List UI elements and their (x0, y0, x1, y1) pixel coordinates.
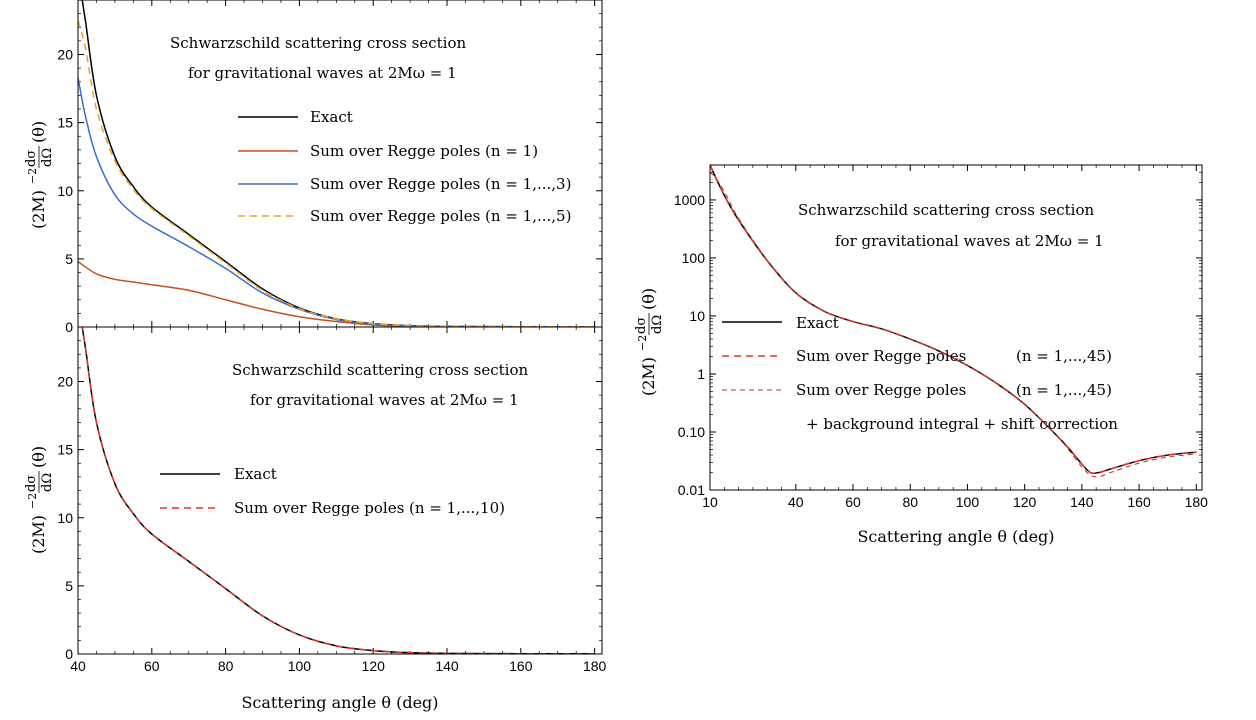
y-axis-label-right: (2M) −2 dσ dΩ (θ) (634, 288, 665, 396)
annotation-line-1: Schwarzschild scattering cross section (232, 361, 528, 379)
y-tick-label: 1 (697, 366, 705, 382)
y-tick-label: 0 (65, 646, 73, 662)
x-axis-label-right: Scattering angle θ (deg) (857, 527, 1054, 546)
y-tick-label: 15 (57, 115, 73, 131)
ylabel-exp: −2 (26, 168, 39, 184)
x-tick-label: 180 (583, 658, 607, 674)
ylabel-suffix: (θ) (29, 121, 48, 143)
series-line-3 (78, 20, 595, 327)
ylabel-num: dσ (24, 150, 39, 167)
frame-bottom-left (77, 326, 603, 655)
ylabel-den: dΩ (650, 315, 665, 334)
curves-right (710, 165, 1197, 478)
y-tick-label: 5 (65, 578, 73, 594)
ylabel-exp: −2 (636, 335, 649, 351)
x-tick-label: 120 (362, 658, 386, 674)
legend-top-left: Exact Sum over Regge poles (n = 1) Sum o… (238, 108, 571, 225)
ylabel-num: dσ (24, 475, 39, 492)
legend-label-n3: Sum over Regge poles (n = 1,...,3) (310, 175, 571, 193)
series-line-1 (78, 260, 595, 327)
legend-label-exact: Exact (796, 314, 839, 332)
ylabel-suffix: (θ) (639, 288, 658, 310)
legend-label-n45-suffix: (n = 1,...,45) (1016, 347, 1112, 365)
annotation-line-1: Schwarzschild scattering cross section (798, 201, 1094, 219)
annotation-line-2: for gravitational waves at 2Mω = 1 (188, 64, 457, 82)
y-tick-label: 1000 (674, 192, 705, 208)
legend-label-n1: Sum over Regge poles (n = 1) (310, 142, 538, 160)
y-tick-label: 10 (689, 308, 705, 324)
y-tick-label: 0.10 (678, 424, 705, 440)
x-tick-label: 60 (144, 658, 160, 674)
y-tick-label: 20 (57, 47, 73, 63)
ylabel-suffix: (θ) (29, 446, 48, 468)
legend-label-n45-bg-suffix: (n = 1,...,45) (1016, 381, 1112, 399)
ylabel-exp: −2 (26, 493, 39, 509)
legend-label-n45-bg: Sum over Regge poles (796, 381, 966, 399)
legend-bottom-left: Exact Sum over Regge poles (n = 1,...,10… (160, 465, 505, 517)
y-axis-label-bottom-left: (2M) −2 dσ dΩ (θ) (24, 446, 55, 554)
y-axis-label-top-left: (2M) −2 dσ dΩ (θ) (24, 121, 55, 229)
y-tick-label: 10 (57, 183, 73, 199)
x-tick-label: 10 (702, 494, 718, 510)
legend-label-n10: Sum over Regge poles (n = 1,...,10) (234, 499, 505, 517)
annotation-line-1: Schwarzschild scattering cross section (170, 34, 466, 52)
x-tick-label: 80 (902, 494, 918, 510)
ylabel-prefix: (2M) (29, 515, 48, 554)
ylabel-den: dΩ (40, 473, 55, 492)
x-tick-label: 180 (1185, 494, 1209, 510)
legend-right: Exact Sum over Regge poles (n = 1,...,45… (722, 314, 1118, 433)
x-tick-label: 120 (1013, 494, 1037, 510)
y-tick-label: 0 (65, 319, 73, 335)
legend-label-n5: Sum over Regge poles (n = 1,...,5) (310, 207, 571, 225)
y-tick-label: 5 (65, 251, 73, 267)
series-line-1 (81, 327, 595, 654)
ylabel-prefix: (2M) (29, 190, 48, 229)
x-tick-label: 160 (509, 658, 533, 674)
y-tick-label: 10 (57, 510, 73, 526)
frame-right (709, 164, 1203, 491)
x-tick-label: 40 (788, 494, 804, 510)
x-tick-label: 100 (956, 494, 980, 510)
panel-right: 10 40 60 80 100 120 140 160 180 0.01 0.10 1 10 100 100… (634, 164, 1209, 546)
y-tick-label: 0.01 (678, 482, 705, 498)
x-tick-label: 160 (1127, 494, 1151, 510)
x-tick-label: 60 (845, 494, 861, 510)
legend-label-n45: Sum over Regge poles (796, 347, 966, 365)
x-tick-label: 140 (435, 658, 459, 674)
x-axis-label-bottom-left: Scattering angle θ (deg) (241, 693, 438, 712)
y-tick-label: 20 (57, 374, 73, 390)
ticks-top-left: 0 5 10 15 20 (57, 0, 602, 335)
x-tick-label: 40 (70, 658, 86, 674)
x-tick-label: 140 (1070, 494, 1094, 510)
x-tick-label: 80 (218, 658, 234, 674)
panel-bottom-left: 40 60 80 100 120 140 160 180 0 5 10 15 20 Schwarzsch… (24, 326, 607, 712)
y-tick-label: 15 (57, 442, 73, 458)
ylabel-prefix: (2M) (639, 357, 658, 396)
series-line-0 (81, 327, 595, 654)
annotation-line-2: for gravitational waves at 2Mω = 1 (835, 232, 1104, 250)
annotation-line-2: for gravitational waves at 2Mω = 1 (250, 391, 519, 409)
panel-top-left: 0 5 10 15 20 Schwarzschild scattering cross … (24, 0, 603, 335)
legend-label-exact: Exact (310, 108, 353, 126)
legend-label-extra: + background integral + shift correction (806, 415, 1118, 433)
legend-label-exact: Exact (234, 465, 277, 483)
y-tick-label: 100 (682, 250, 706, 266)
ylabel-den: dΩ (40, 148, 55, 167)
x-tick-label: 100 (288, 658, 312, 674)
series-line-2 (710, 171, 1197, 478)
ylabel-num: dσ (634, 317, 649, 334)
curves-bottom-left (81, 327, 595, 654)
